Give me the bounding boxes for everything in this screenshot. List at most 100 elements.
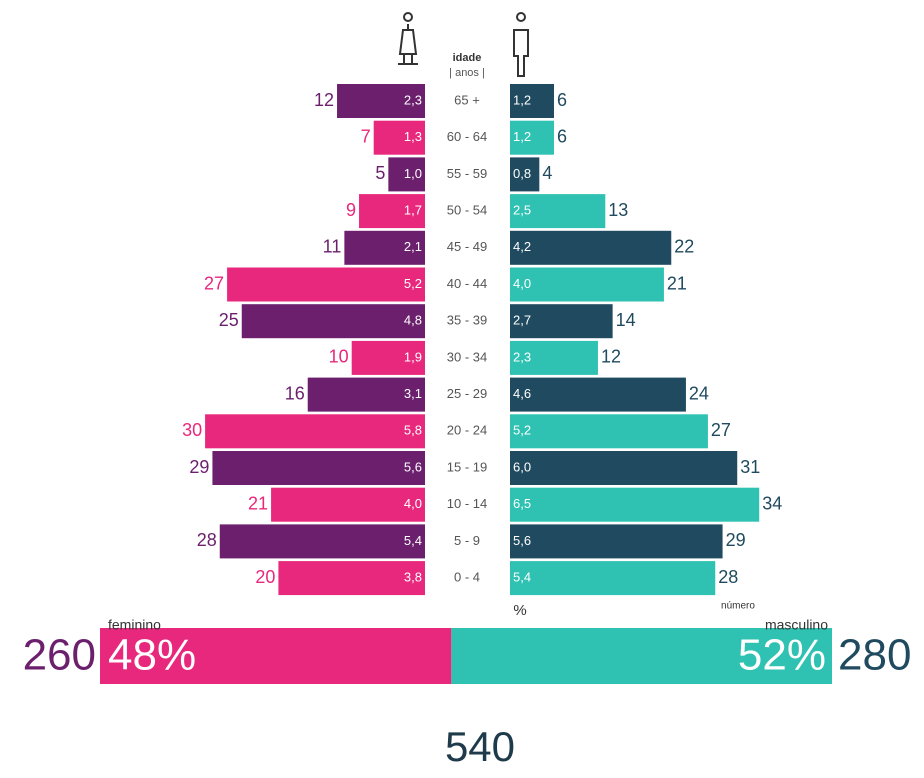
age-label: 20 - 24 bbox=[447, 423, 487, 438]
center-subtitle: | anos | bbox=[449, 67, 485, 79]
count-label: 27 bbox=[204, 273, 224, 293]
total-percent: 52% bbox=[738, 631, 826, 680]
count-label: 28 bbox=[718, 567, 738, 587]
bar bbox=[510, 487, 760, 522]
total-bar bbox=[451, 628, 832, 684]
count-label: 13 bbox=[608, 200, 628, 220]
count-label: 24 bbox=[689, 383, 709, 403]
total-count: 280 bbox=[838, 631, 911, 680]
bar bbox=[205, 414, 425, 449]
age-label: 30 - 34 bbox=[447, 349, 487, 364]
percent-label: 5,8 bbox=[404, 423, 422, 438]
count-label: 29 bbox=[726, 530, 746, 550]
bar bbox=[388, 157, 425, 192]
count-label: 28 bbox=[197, 530, 217, 550]
bar bbox=[344, 230, 425, 265]
count-label: 6 bbox=[557, 90, 567, 110]
age-label: 40 - 44 bbox=[447, 276, 487, 291]
count-label: 10 bbox=[329, 347, 349, 367]
count-label: 4 bbox=[542, 163, 552, 183]
percent-label: 1,3 bbox=[404, 129, 422, 144]
percent-label: 5,6 bbox=[404, 459, 422, 474]
percent-label: 2,7 bbox=[513, 313, 531, 328]
percent-label: 0,8 bbox=[513, 166, 531, 181]
count-label: 22 bbox=[674, 237, 694, 257]
count-label: 6 bbox=[557, 126, 567, 146]
bar bbox=[510, 194, 606, 229]
percent-header: % bbox=[513, 602, 526, 619]
percent-label: 3,8 bbox=[404, 570, 422, 585]
percent-label: 2,3 bbox=[404, 92, 422, 107]
percent-label: 1,2 bbox=[513, 92, 531, 107]
percent-label: 5,4 bbox=[404, 533, 422, 548]
percent-label: 4,0 bbox=[404, 496, 422, 511]
bar bbox=[351, 340, 425, 375]
percent-label: 4,0 bbox=[513, 276, 531, 291]
percent-label: 4,8 bbox=[404, 313, 422, 328]
percent-label: 5,2 bbox=[513, 423, 531, 438]
age-label: 15 - 19 bbox=[447, 459, 487, 474]
age-label: 50 - 54 bbox=[447, 203, 487, 218]
bar bbox=[271, 487, 425, 522]
bar bbox=[510, 340, 598, 375]
count-label: 25 bbox=[219, 310, 239, 330]
total-percent: 48% bbox=[108, 631, 196, 680]
count-label: 7 bbox=[361, 126, 371, 146]
female-icon bbox=[398, 12, 418, 65]
bar bbox=[510, 84, 554, 118]
percent-label: 5,4 bbox=[513, 570, 531, 585]
percent-label: 5,6 bbox=[513, 533, 531, 548]
percent-label: 2,5 bbox=[513, 203, 531, 218]
age-label: 25 - 29 bbox=[447, 386, 487, 401]
count-label: 21 bbox=[667, 273, 687, 293]
count-label: 20 bbox=[255, 567, 275, 587]
center-title: idade bbox=[453, 52, 482, 64]
age-label: 35 - 39 bbox=[447, 313, 487, 328]
percent-label: 3,1 bbox=[404, 386, 422, 401]
count-label: 29 bbox=[189, 457, 209, 477]
percent-label: 1,7 bbox=[404, 203, 422, 218]
count-label: 12 bbox=[601, 347, 621, 367]
count-label: 27 bbox=[711, 420, 731, 440]
bar bbox=[510, 120, 554, 155]
male-icon bbox=[513, 12, 529, 77]
legend-label: feminino bbox=[108, 617, 161, 633]
count-label: 12 bbox=[314, 90, 334, 110]
age-label: 0 - 4 bbox=[454, 570, 480, 585]
percent-label: 1,9 bbox=[404, 349, 422, 364]
bar bbox=[227, 267, 425, 302]
bar bbox=[307, 377, 425, 412]
count-label: 21 bbox=[248, 493, 268, 513]
bar bbox=[278, 561, 425, 596]
percent-label: 6,5 bbox=[513, 496, 531, 511]
bar bbox=[510, 157, 540, 192]
age-label: 45 - 49 bbox=[447, 239, 487, 254]
percent-label: 6,0 bbox=[513, 459, 531, 474]
bar bbox=[359, 194, 425, 229]
bar bbox=[510, 561, 716, 596]
percent-label: 4,2 bbox=[513, 239, 531, 254]
legend-label: masculino bbox=[765, 617, 828, 633]
bar bbox=[510, 304, 613, 339]
percent-label: 4,6 bbox=[513, 386, 531, 401]
percent-label: 5,2 bbox=[404, 276, 422, 291]
age-label: 10 - 14 bbox=[447, 496, 487, 511]
count-label: 16 bbox=[285, 383, 305, 403]
age-label: 55 - 59 bbox=[447, 166, 487, 181]
age-label: 60 - 64 bbox=[447, 129, 487, 144]
bar bbox=[510, 230, 672, 265]
count-label: 14 bbox=[616, 310, 636, 330]
count-label: 5 bbox=[375, 163, 385, 183]
bar bbox=[510, 267, 664, 302]
bar bbox=[373, 120, 425, 155]
total-count: 260 bbox=[23, 631, 96, 680]
total-bar bbox=[100, 628, 452, 684]
percent-label: 1,2 bbox=[513, 129, 531, 144]
bar bbox=[510, 414, 708, 449]
percent-label: 2,3 bbox=[513, 349, 531, 364]
bar bbox=[510, 451, 738, 485]
count-label: 34 bbox=[762, 493, 782, 513]
age-label: 65 + bbox=[454, 92, 480, 107]
count-label: 11 bbox=[323, 237, 342, 257]
